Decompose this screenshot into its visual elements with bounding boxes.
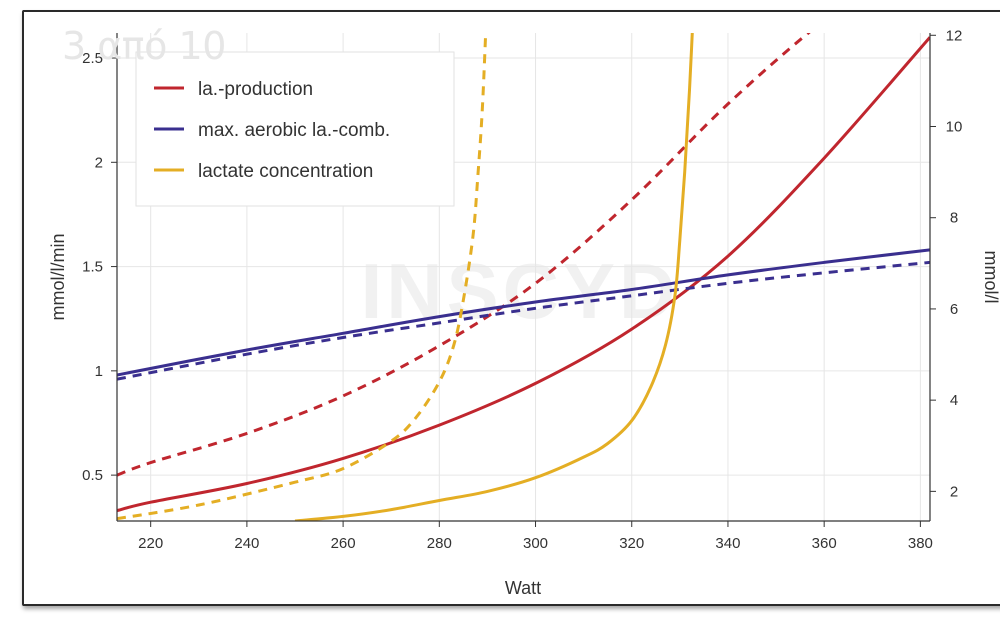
y-right-tick-label: 10 bbox=[946, 118, 963, 135]
y-axis-label-right: mmol/l bbox=[981, 251, 1000, 304]
y-axis-label-left: mmol/l/min bbox=[48, 233, 68, 320]
legend-box bbox=[135, 51, 455, 207]
series-line-3 bbox=[117, 260, 930, 381]
page-indicator: 3 από 10 bbox=[62, 24, 226, 68]
legend: la.-production max. aerobic la.-comb. lact… bbox=[135, 51, 455, 207]
y-right-tick-label: 2 bbox=[950, 483, 958, 500]
x-tick-label: 300 bbox=[523, 535, 548, 552]
x-tick-label: 360 bbox=[812, 535, 837, 552]
y-right-tick-label: 6 bbox=[950, 301, 958, 318]
x-tick-label: 220 bbox=[138, 535, 163, 552]
y-right-tick-label: 4 bbox=[950, 392, 958, 409]
y-left-tick-label: 1.5 bbox=[82, 259, 103, 276]
x-tick-label: 240 bbox=[234, 535, 259, 552]
series-layer bbox=[117, 33, 930, 521]
axes: 220 240 260 280 300 320 340 360 380 0.5 1 1.5 2 2.5 2 4… bbox=[82, 27, 962, 552]
legend-label: la.-production bbox=[198, 79, 313, 100]
legend-label: max. aerobic la.-comb. bbox=[198, 120, 390, 141]
series-line-0 bbox=[117, 36, 930, 513]
y-left-tick-label: 1 bbox=[95, 363, 103, 380]
x-tick-label: 340 bbox=[715, 535, 740, 552]
series-line-2 bbox=[117, 248, 930, 377]
x-tick-label: 280 bbox=[427, 535, 452, 552]
y-left-tick-label: 2.5 bbox=[82, 50, 103, 67]
y-right-tick-label: 12 bbox=[946, 27, 963, 44]
y-left-tick-label: 0.5 bbox=[82, 467, 103, 484]
x-tick-label: 380 bbox=[908, 535, 933, 552]
x-tick-label: 320 bbox=[619, 535, 644, 552]
x-axis-label: Watt bbox=[505, 578, 541, 598]
legend-label: lactate concentration bbox=[198, 161, 373, 182]
series-line-4 bbox=[294, 33, 694, 521]
y-left-tick-label: 2 bbox=[95, 154, 103, 171]
x-tick-label: 260 bbox=[331, 535, 356, 552]
y-right-tick-label: 8 bbox=[950, 210, 958, 227]
